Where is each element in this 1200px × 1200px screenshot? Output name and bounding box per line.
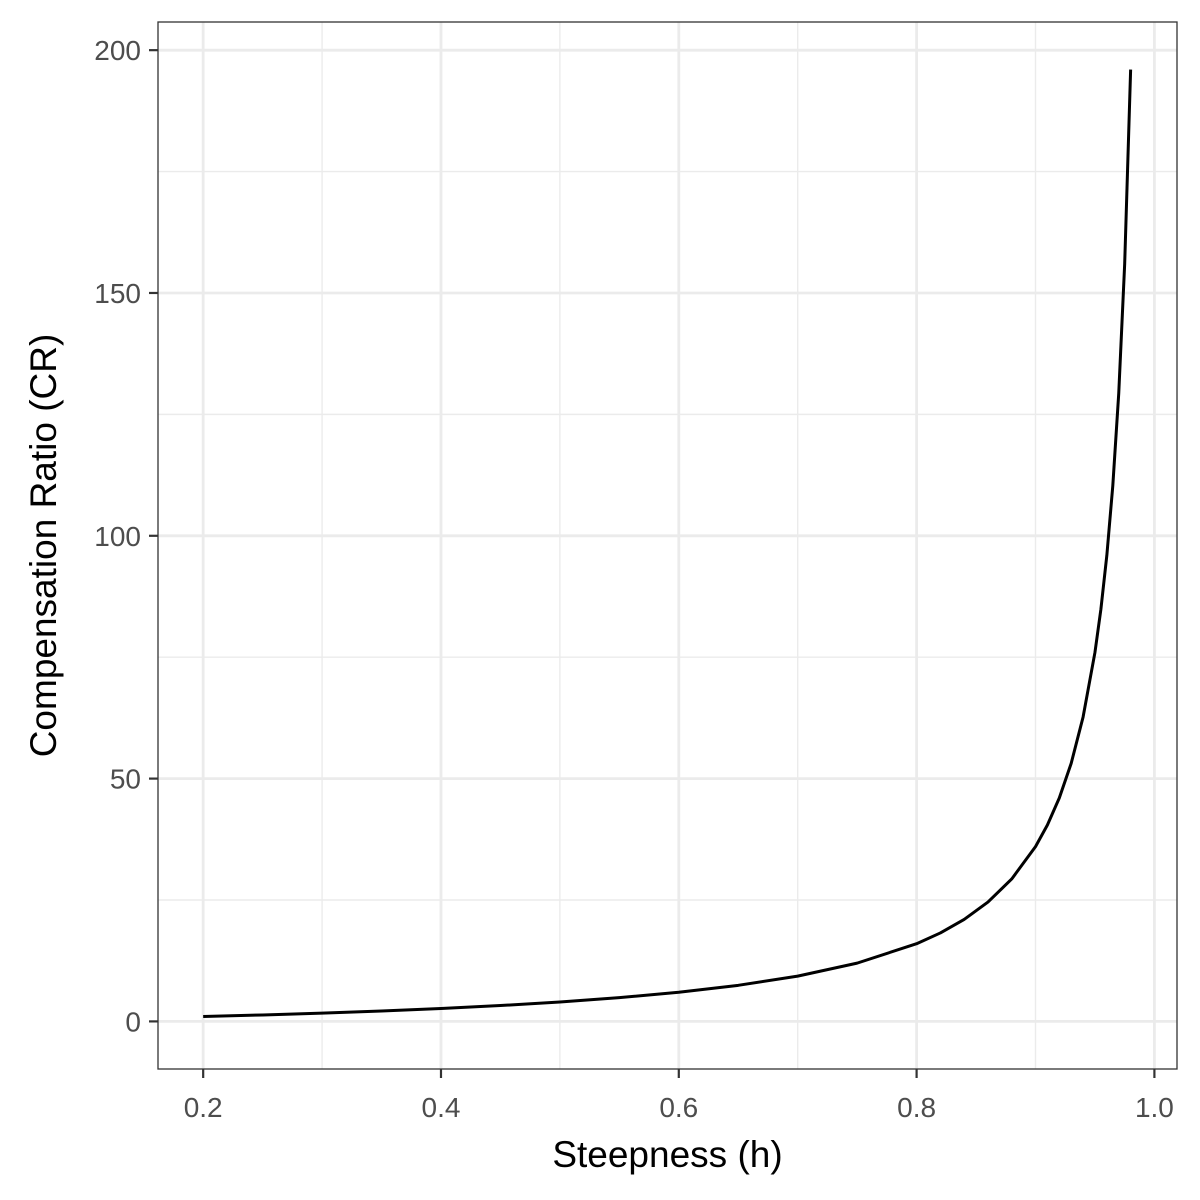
y-tick-label: 150 [94, 278, 141, 309]
panel-border [157, 21, 1178, 1070]
x-tick-label: 1.0 [1135, 1092, 1174, 1123]
y-tick-label: 100 [94, 521, 141, 552]
x-tick-label: 0.6 [659, 1092, 698, 1123]
x-tick-label: 0.2 [184, 1092, 223, 1123]
y-tick-label: 200 [94, 35, 141, 66]
x-axis: 0.2 0.4 0.6 0.8 1.0 [184, 1069, 1174, 1123]
y-axis: 0 50 100 150 200 [94, 35, 158, 1037]
y-axis-title: Compensation Ratio (CR) [23, 334, 64, 758]
y-tick-label: 50 [110, 764, 141, 795]
series-layer [203, 69, 1133, 1019]
y-tick-label: 0 [125, 1006, 141, 1037]
x-tick-label: 0.8 [897, 1092, 936, 1123]
x-tick-label: 0.4 [422, 1092, 461, 1123]
minor-grid [158, 22, 1177, 1069]
x-axis-title: Steepness (h) [552, 1134, 782, 1175]
major-grid [158, 22, 1177, 1069]
series-line [203, 69, 1133, 1019]
